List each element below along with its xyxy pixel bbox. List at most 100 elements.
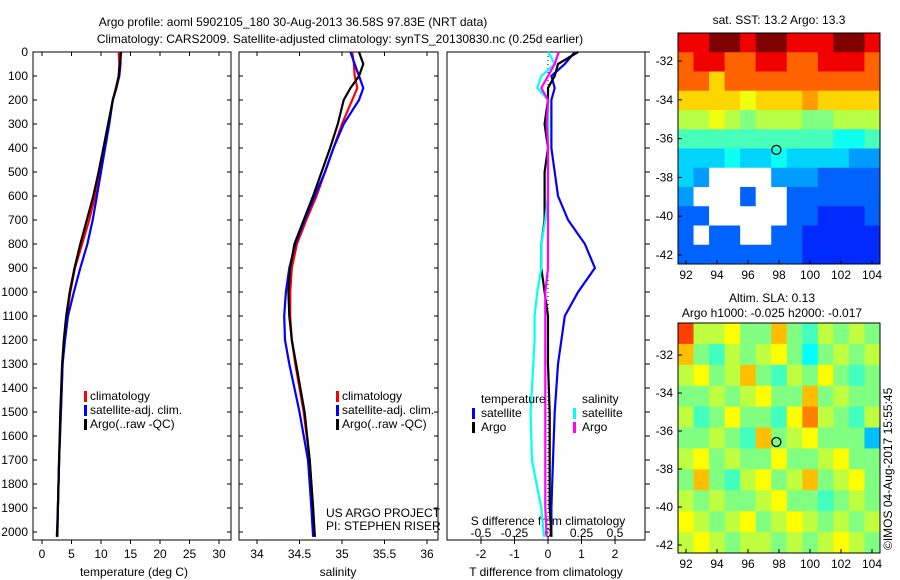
sla-map-cell	[678, 323, 695, 345]
legend-label: Argo(..raw -QC)	[90, 417, 175, 431]
salinity-line-climatology	[289, 51, 359, 537]
sst-map-cell	[864, 244, 881, 265]
y-tick-label: 2000	[1, 525, 28, 539]
sla-map-cell	[817, 490, 834, 512]
y-tick-label: 1800	[1, 477, 28, 491]
sst-map-cell	[771, 244, 788, 265]
sst-map-cell	[864, 206, 881, 226]
diff-line-temperature-satellite	[550, 51, 597, 537]
sla-map-cell	[848, 343, 865, 366]
sst-map-cell	[848, 71, 865, 92]
sst-map-cell	[817, 148, 834, 169]
sst-map-cell	[709, 90, 726, 111]
sst-map-cell	[771, 225, 788, 246]
sst-map-cell	[724, 71, 741, 92]
sst-map-cell	[709, 71, 726, 92]
project-annotation: US ARGO PROJECT	[326, 506, 441, 520]
sst-map-cell	[848, 187, 865, 207]
sst-map-cell	[833, 129, 850, 149]
sla-map-cell	[771, 469, 788, 491]
sst-map-cell	[693, 52, 710, 72]
legend-swatch	[336, 419, 339, 430]
x2-tick-label: -0.5	[471, 526, 492, 540]
sla-map-cell	[864, 364, 881, 387]
y-tick-label: -38	[656, 462, 674, 476]
sst-map-cell	[771, 206, 788, 226]
sst-map-cell	[864, 110, 881, 130]
y-tick-label: 700	[8, 213, 28, 227]
sla-map-cell	[709, 427, 726, 449]
sst-map-cell	[678, 167, 695, 188]
sla-map-cell	[848, 427, 865, 449]
argo-location-marker	[771, 144, 782, 156]
sla-map-cell	[724, 448, 741, 470]
sst-map-cell	[740, 110, 757, 130]
x-tick-label: 104	[862, 268, 882, 282]
sla-map-cell	[786, 343, 803, 366]
sst-map-cell	[833, 244, 850, 265]
sst-map-cell	[693, 71, 710, 92]
sla-map-cell	[678, 385, 695, 408]
sla-map-cell	[693, 364, 710, 387]
legend-swatch	[472, 408, 475, 419]
sla-map-cell	[709, 323, 726, 345]
sst-map-cell	[802, 71, 819, 92]
sla-map-cell	[786, 490, 803, 512]
sst-map-cell	[802, 33, 819, 53]
sst-map-cell	[678, 206, 695, 226]
sla-map-cell	[833, 490, 850, 512]
sla-map-cell	[802, 406, 819, 429]
sst-map-cell	[740, 148, 757, 169]
sst-map-cell	[864, 129, 881, 149]
sst-map-cell	[817, 129, 834, 149]
sst-map-cell	[833, 187, 850, 207]
sla-map-cell	[678, 406, 695, 429]
sla-map-cell	[771, 406, 788, 429]
sst-map-cell	[709, 129, 726, 149]
sla-map-cell	[817, 511, 834, 533]
y-tick-label: 100	[8, 69, 28, 83]
pi-annotation: PI: STEPHEN RISER	[326, 519, 441, 533]
x-tick-label: 98	[772, 268, 786, 282]
sst-map-cell	[724, 206, 741, 226]
sst-map-cell	[786, 206, 803, 226]
sla-map-cell	[817, 323, 834, 345]
y-tick-label: 1100	[2, 309, 28, 323]
y-tick-label: -32	[656, 348, 674, 362]
sla-map-cell	[864, 385, 881, 408]
sla-map-cell	[771, 448, 788, 470]
x-axis-label-salinity: salinity	[320, 565, 357, 579]
sla-map-cell	[786, 511, 803, 533]
sst-map-cell	[817, 206, 834, 226]
sst-map-cell	[678, 52, 695, 72]
sst-map-cell	[755, 244, 772, 265]
sla-map-cell	[755, 427, 772, 449]
sla-map-cell	[724, 323, 741, 345]
sla-map-cell	[864, 532, 881, 554]
sla-map-cell	[693, 448, 710, 470]
sla-map-cell	[724, 364, 741, 387]
sst-map-cell	[786, 71, 803, 92]
y-tick-label: 1300	[1, 357, 28, 371]
sla-map-cell	[724, 406, 741, 429]
sst-map-cell	[755, 225, 772, 246]
sla-map-cell	[802, 323, 819, 345]
sla-map-cell	[709, 511, 726, 533]
sst-map-cell	[786, 167, 803, 188]
sla-map-cell	[833, 469, 850, 491]
y-tick-label: 300	[8, 117, 28, 131]
sla-map-cell	[786, 385, 803, 408]
sla-map-cell	[693, 427, 710, 449]
x-tick-label: 30	[212, 547, 226, 561]
sst-map-title: sat. SST: 13.2 Argo: 13.3	[713, 13, 846, 27]
sla-map-cell	[740, 364, 757, 387]
y-tick-label: -34	[656, 93, 674, 107]
sst-map-cell	[786, 33, 803, 53]
sst-map-cell	[724, 244, 741, 265]
sla-map-cell	[786, 364, 803, 387]
sla-map-cell	[724, 385, 741, 408]
sst-map-cell	[833, 90, 850, 111]
sst-map-cell	[740, 129, 757, 149]
legend-label: satellite	[481, 406, 522, 420]
x-tick-label: 1	[578, 547, 585, 561]
